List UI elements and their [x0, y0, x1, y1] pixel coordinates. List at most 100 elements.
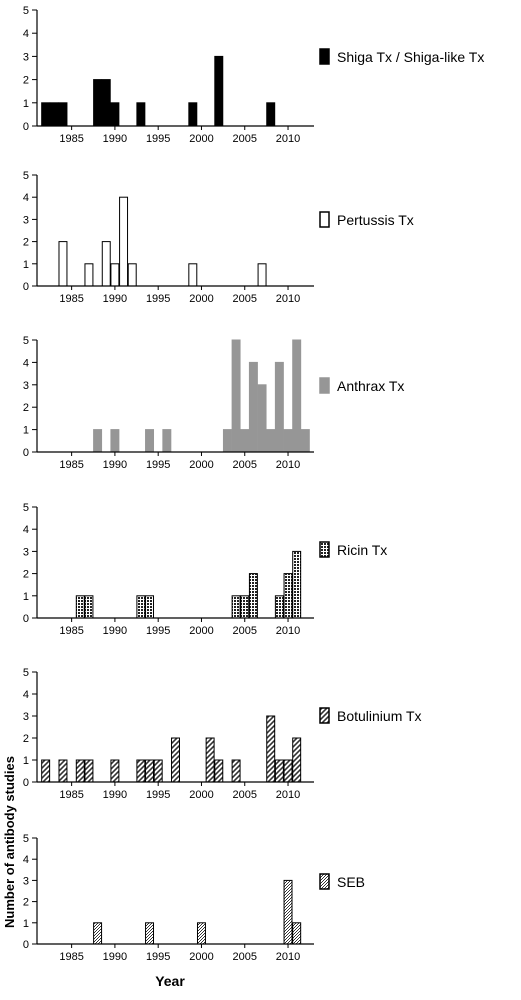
bar — [49, 102, 59, 127]
figure-ylabel: Number of antibody studies — [2, 756, 17, 928]
y-tick-label: 0 — [23, 777, 29, 789]
bar — [58, 102, 68, 127]
bar — [162, 429, 172, 453]
chart-panel: 0 1 2 3 4 5 1985 1990 1995 2000 2005 2010 Botulinium… — [23, 667, 422, 801]
legend-label: Ricin Tx — [337, 542, 387, 558]
x-tick-label: 1990 — [103, 133, 127, 145]
x-tick-label: 1995 — [146, 951, 170, 963]
bar — [93, 429, 103, 453]
bar — [283, 573, 293, 619]
bar — [257, 263, 267, 287]
bar — [41, 759, 51, 783]
x-tick-label: 2000 — [189, 789, 213, 801]
legend-swatch — [319, 48, 330, 65]
y-tick-label: 3 — [23, 51, 29, 63]
bar — [188, 102, 198, 127]
bar — [145, 595, 155, 619]
bar — [136, 759, 146, 783]
bar — [58, 759, 68, 783]
bar — [145, 759, 155, 783]
bar — [145, 922, 155, 945]
x-tick-label: 2010 — [276, 459, 300, 471]
legend-label: Shiga Tx / Shiga-like Tx — [337, 49, 484, 65]
bar — [292, 737, 302, 783]
chart-panels: 0 1 2 3 4 5 1985 1990 1995 2000 2005 2010 Shiga Tx /… — [23, 5, 484, 963]
legend-label: SEB — [337, 874, 365, 890]
bar — [248, 361, 258, 453]
y-tick-label: 2 — [23, 75, 29, 87]
x-tick-label: 1995 — [146, 459, 170, 471]
y-tick-label: 2 — [23, 897, 29, 909]
legend-swatch — [319, 873, 330, 890]
bar — [292, 550, 302, 619]
x-tick-label: 1990 — [103, 951, 127, 963]
y-tick-label: 5 — [23, 833, 29, 845]
y-tick-label: 2 — [23, 733, 29, 745]
bar — [283, 429, 293, 453]
bar — [93, 922, 103, 945]
x-tick-label: 1990 — [103, 293, 127, 305]
x-tick-label: 1995 — [146, 625, 170, 637]
figure-xlabel: Year — [155, 973, 185, 989]
legend-label: Pertussis Tx — [337, 212, 414, 228]
x-tick-label: 2010 — [276, 133, 300, 145]
y-tick-label: 1 — [23, 259, 29, 271]
y-tick-label: 5 — [23, 335, 29, 347]
x-tick-label: 2010 — [276, 293, 300, 305]
y-tick-label: 1 — [23, 425, 29, 437]
y-tick-label: 5 — [23, 502, 29, 514]
bar — [110, 429, 120, 453]
x-tick-label: 1995 — [146, 133, 170, 145]
legend-swatch — [319, 377, 330, 394]
bar — [300, 429, 310, 453]
bar — [240, 595, 250, 619]
bar — [266, 429, 276, 453]
x-tick-label: 2005 — [233, 293, 257, 305]
y-tick-label: 4 — [23, 357, 29, 369]
bar — [101, 79, 111, 127]
bar — [75, 759, 85, 783]
bar — [101, 241, 111, 287]
bar — [231, 759, 241, 783]
x-tick-label: 1990 — [103, 789, 127, 801]
y-tick-label: 2 — [23, 569, 29, 581]
x-tick-label: 2005 — [233, 459, 257, 471]
y-tick-label: 3 — [23, 214, 29, 226]
x-tick-label: 2010 — [276, 789, 300, 801]
bar — [257, 384, 267, 453]
bar — [41, 102, 51, 127]
bar — [75, 595, 85, 619]
chart-panel: 0 1 2 3 4 5 1985 1990 1995 2000 2005 2010 Pertussis … — [23, 170, 414, 305]
bar — [196, 922, 206, 945]
y-tick-label: 0 — [23, 121, 29, 133]
y-tick-label: 1 — [23, 98, 29, 110]
x-tick-label: 2000 — [189, 951, 213, 963]
bar — [205, 737, 215, 783]
bar — [127, 263, 137, 287]
x-tick-label: 2000 — [189, 293, 213, 305]
chart-panel: 0 1 2 3 4 5 1985 1990 1995 2000 2005 2010 Ricin Tx — [23, 502, 387, 637]
y-tick-label: 4 — [23, 689, 29, 701]
y-tick-label: 5 — [23, 667, 29, 679]
bar — [214, 759, 224, 783]
x-tick-label: 2010 — [276, 625, 300, 637]
chart-panel: 0 1 2 3 4 5 1985 1990 1995 2000 2005 2010 SEB — [23, 833, 365, 963]
bar — [248, 573, 258, 619]
bar — [136, 102, 146, 127]
bar — [266, 715, 276, 783]
x-tick-label: 1995 — [146, 293, 170, 305]
bar — [136, 595, 146, 619]
y-tick-label: 4 — [23, 854, 29, 866]
legend-swatch — [319, 211, 330, 228]
legend-label: Botulinium Tx — [337, 708, 422, 724]
y-tick-label: 3 — [23, 711, 29, 723]
bar — [283, 879, 293, 945]
bar — [292, 922, 302, 945]
legend-swatch — [319, 707, 330, 724]
y-tick-label: 4 — [23, 28, 29, 40]
bar — [119, 196, 129, 287]
chart-panel: 0 1 2 3 4 5 1985 1990 1995 2000 2005 2010 Anthrax Tx — [23, 335, 405, 471]
x-tick-label: 1985 — [59, 459, 83, 471]
bar — [266, 102, 276, 127]
